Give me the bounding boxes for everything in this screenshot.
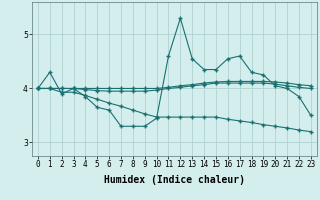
X-axis label: Humidex (Indice chaleur): Humidex (Indice chaleur) [104, 175, 245, 185]
